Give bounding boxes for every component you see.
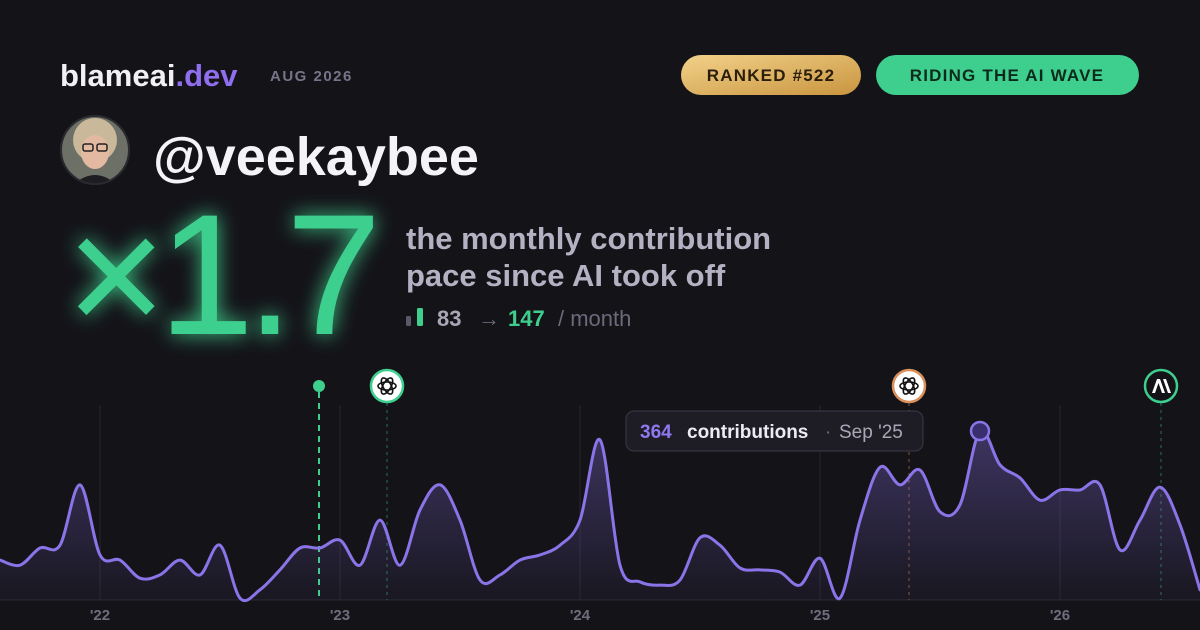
- pace-after: 147: [508, 306, 545, 331]
- openai-icon: [369, 368, 405, 404]
- multiplier: ×1.7: [66, 179, 374, 371]
- x-tick-label: '23: [330, 607, 350, 624]
- tooltip-text: 364 contributions · Sep '25: [640, 422, 903, 443]
- x-tick-label: '26: [1050, 607, 1070, 624]
- avatar: [60, 115, 130, 185]
- brand: blameai.dev: [60, 58, 238, 93]
- status-badge: [876, 55, 1139, 95]
- pace-unit: / month: [558, 306, 631, 331]
- brand-tld: .dev: [175, 58, 238, 93]
- plot: [0, 420, 1200, 603]
- anthropic-icon: [1143, 368, 1179, 404]
- handle: @veekaybee: [153, 127, 479, 187]
- tooltip-label: contributions: [687, 422, 808, 443]
- area: [0, 430, 1200, 601]
- date: AUG 2026: [270, 68, 353, 85]
- x-tick-label: '25: [810, 607, 830, 624]
- pace-icon: [406, 308, 423, 326]
- pace-arrow: →: [478, 306, 500, 331]
- event-dot: [313, 380, 325, 392]
- status-badge-label: RIDING THE AI WAVE: [910, 66, 1104, 85]
- tooltip-value: 364: [640, 422, 672, 443]
- tooltip-separator: ·: [825, 422, 831, 443]
- openai-icon: [891, 368, 927, 404]
- highlight-point: [969, 420, 991, 442]
- rank-badge-label: RANKED #522: [707, 66, 835, 85]
- rank-badge: [681, 55, 861, 95]
- tooltip-date: Sep '25: [839, 422, 903, 443]
- line: [0, 428, 1200, 603]
- pace: 83 → 147 / month: [437, 306, 631, 331]
- description-line: the monthly contribution: [406, 221, 771, 256]
- pace-before: 83: [437, 306, 461, 331]
- brand-name: blameai: [60, 58, 175, 93]
- description-line: pace since AI took off: [406, 258, 726, 293]
- x-tick-label: '24: [570, 607, 591, 624]
- x-tick-label: '22: [90, 607, 110, 624]
- tooltip: 364 contributions · Sep '25: [625, 410, 924, 452]
